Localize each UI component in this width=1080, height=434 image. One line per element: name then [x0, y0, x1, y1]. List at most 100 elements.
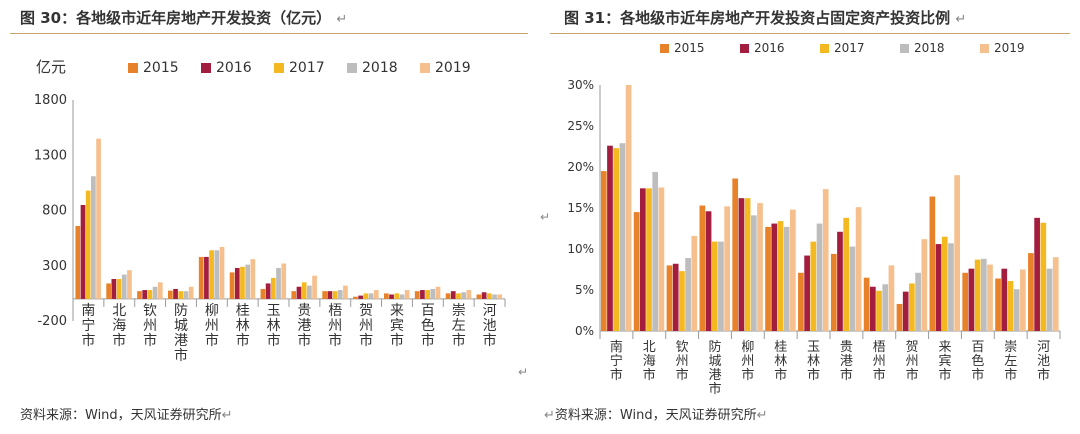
bar-2017	[209, 250, 214, 299]
bar-2015	[137, 291, 142, 299]
category-label: 贵港市	[840, 340, 853, 383]
bar-2017	[843, 217, 850, 331]
legend-swatch-2019	[980, 44, 989, 53]
bar-2019	[281, 263, 287, 299]
bar-2016	[173, 288, 178, 299]
bar-2017	[301, 282, 307, 299]
legend-swatch-2018	[347, 63, 357, 73]
bar-2019	[497, 294, 503, 299]
bar-2015	[995, 278, 1001, 331]
legend-label-2015: 2015	[143, 60, 179, 76]
bar-2015	[765, 226, 771, 331]
bar-2015	[830, 253, 837, 331]
bar-2017	[147, 290, 153, 299]
left-title-rule	[10, 33, 528, 34]
bar-2019	[822, 189, 829, 331]
bar-2018	[849, 246, 856, 331]
category-label: 桂林市	[774, 340, 787, 383]
bar-2017	[363, 293, 369, 299]
right-bar-chart: 0% 5% 10% 15% 20% 25% 30% 南宁市 北海市 钦州市 防城港市 柳州市 桂林市 玉林…	[567, 41, 1061, 397]
bar-2017	[941, 236, 948, 331]
category-label: 贺州市	[359, 303, 373, 349]
bar-2017	[909, 283, 915, 331]
bar-2016	[327, 291, 333, 299]
right-figure-title-text: 图 31：各地级市近年房地产开发投资占固定资产投资比例	[564, 9, 951, 27]
bar-2017	[178, 291, 184, 299]
bar-2015	[863, 277, 870, 331]
bar-2015	[198, 256, 204, 299]
bar-2017	[85, 190, 91, 299]
bar-2018	[307, 285, 312, 299]
bar-2019	[466, 290, 472, 299]
bar-2019	[954, 175, 960, 331]
category-label: 南宁市	[610, 339, 623, 383]
legend-label-2016: 2016	[216, 60, 252, 76]
y-tick-label: 15%	[567, 201, 594, 215]
y-tick-label: -200	[37, 314, 67, 329]
bar-2016	[389, 294, 394, 299]
legend-swatch-2017	[820, 44, 829, 53]
y-tick-label: 30%	[567, 78, 594, 92]
category-label: 梧州市	[873, 340, 886, 383]
bar-2017	[646, 188, 652, 331]
bar-2016	[234, 267, 240, 299]
legend-label-2015: 2015	[674, 41, 705, 55]
return-mark: ↵	[955, 12, 967, 27]
bar-2016	[1001, 268, 1008, 331]
bar-2019	[312, 275, 317, 299]
bar-2015	[798, 272, 804, 331]
y-tick-label: 25%	[567, 119, 594, 133]
return-mark: ↵	[540, 210, 551, 224]
bar-2019	[250, 259, 256, 299]
bar-2015	[600, 171, 607, 331]
bar-2018	[718, 241, 724, 331]
bar-2018	[276, 267, 281, 299]
bar-2019	[96, 138, 101, 299]
bar-2016	[481, 292, 487, 299]
bar-2019	[987, 264, 993, 331]
return-mark: ↵	[221, 408, 233, 423]
left-figure-panel: 图 30：各地级市近年房地产开发投资（亿元） ↵ -200 300 800 1300 1…	[0, 0, 528, 434]
bar-2019	[188, 286, 194, 299]
bar-2018	[183, 291, 189, 299]
bar-2017	[744, 198, 751, 331]
bar-2017	[116, 279, 122, 299]
bar-2017	[394, 293, 400, 299]
bar-2015	[75, 225, 81, 299]
right-figure-panel: 图 31：各地级市近年房地产开发投资占固定资产投资比例 ↵ 0% 5% 10% 15%…	[540, 0, 1080, 434]
category-label: 南宁市	[81, 303, 95, 349]
y-tick-label: 800	[42, 204, 67, 219]
bar-2017	[1040, 222, 1047, 331]
bar-2018	[214, 250, 220, 299]
bar-2017	[270, 277, 276, 299]
bar-2017	[876, 290, 882, 331]
left-figure-title-text: 图 30：各地级市近年房地产开发投资（亿元）	[20, 9, 332, 27]
category-label: 防城港市	[708, 339, 721, 397]
legend-label-2017: 2017	[289, 60, 325, 76]
bar-2016	[204, 256, 209, 299]
right-source-note: ↵资料来源：Wind，天风证券研究所↵	[544, 404, 767, 423]
bar-2016	[705, 211, 712, 331]
bar-2017	[240, 266, 245, 299]
return-mark: ↵	[756, 408, 768, 423]
bar-2015	[962, 272, 969, 331]
category-label: 河池市	[483, 303, 497, 349]
bar-2015	[322, 291, 327, 299]
bar-2018	[750, 215, 757, 331]
bar-2015	[732, 178, 739, 331]
bar-2015	[414, 291, 420, 299]
category-label: 崇左市	[1004, 340, 1017, 383]
bar-2019	[855, 207, 862, 331]
bar-2015	[260, 288, 266, 299]
bar-2015	[353, 296, 358, 299]
category-label: 来宾市	[938, 340, 951, 383]
bar-2018	[816, 223, 823, 331]
bar-2016	[296, 286, 302, 299]
category-label: 贺州市	[906, 340, 919, 383]
left-source-text: 资料来源：Wind，天风证券研究所	[20, 408, 222, 423]
category-label: 崇左市	[452, 303, 466, 349]
return-mark: ↵	[518, 365, 529, 379]
bar-2019	[1052, 257, 1059, 331]
bar-2018	[399, 294, 405, 299]
bar-2016	[420, 290, 425, 299]
